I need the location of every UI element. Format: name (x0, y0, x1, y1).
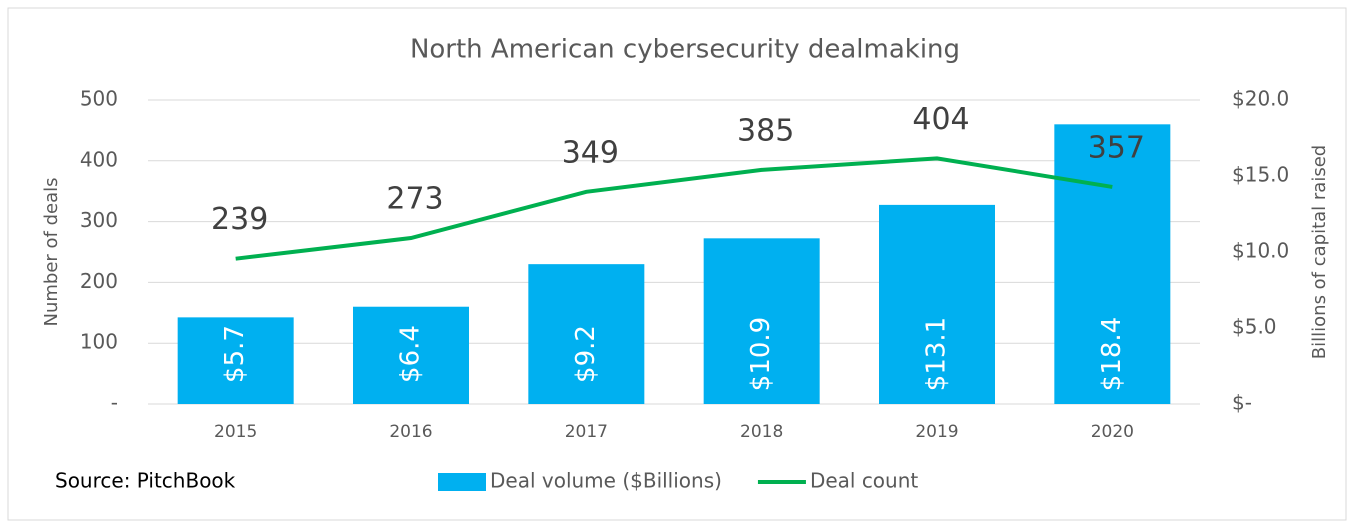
y2-tick-label: $20.0 (1232, 87, 1289, 111)
y-tick-label: 500 (80, 87, 118, 111)
bar-value-label: $18.4 (1097, 317, 1127, 391)
bar (1054, 124, 1171, 404)
y-axis-label: Number of deals (41, 177, 62, 326)
y-tick-label: - (111, 391, 118, 415)
line-value-label: 273 (386, 182, 443, 217)
y2-tick-label: $10.0 (1232, 239, 1289, 263)
y2-tick-label: $15.0 (1232, 163, 1289, 187)
y2-axis-label: Billions of capital raised (1309, 145, 1330, 359)
y-tick-label: 200 (80, 269, 118, 293)
bar (879, 204, 995, 404)
line-value-label: 239 (211, 202, 268, 237)
chart-title: North American cybersecurity dealmaking (410, 35, 960, 65)
line-value-label: 385 (737, 113, 794, 148)
bar-value-label: $9.2 (571, 325, 601, 383)
source-note: Source: PitchBook (55, 469, 236, 493)
x-tick-label: 2018 (740, 422, 783, 442)
y2-tick-label: $5.0 (1232, 315, 1277, 339)
line-value-label: 357 (1088, 130, 1145, 165)
legend-swatch (438, 473, 486, 491)
bar-value-label: $6.4 (396, 325, 426, 383)
bar (177, 317, 294, 404)
bar (353, 306, 469, 404)
x-tick-label: 2019 (915, 422, 958, 442)
legend-label: Deal count (810, 469, 918, 493)
bar-value-label: $10.9 (746, 317, 776, 391)
bar-value-label: $13.1 (922, 317, 952, 391)
y-tick-label: 400 (80, 147, 118, 171)
y-tick-label: 300 (80, 208, 118, 232)
legend-label: Deal volume ($Billions) (490, 469, 722, 493)
x-tick-label: 2015 (214, 422, 257, 442)
y2-tick-label: $- (1232, 391, 1252, 415)
x-tick-label: 2017 (565, 422, 608, 442)
bar (703, 238, 820, 404)
bar-value-label: $5.7 (220, 325, 250, 383)
x-tick-label: 2020 (1091, 422, 1134, 442)
line-value-label: 404 (912, 102, 969, 137)
x-tick-label: 2016 (389, 422, 432, 442)
y-tick-label: 100 (80, 330, 118, 354)
line-value-label: 349 (562, 135, 619, 170)
line (235, 156, 1113, 261)
bar (528, 264, 645, 404)
